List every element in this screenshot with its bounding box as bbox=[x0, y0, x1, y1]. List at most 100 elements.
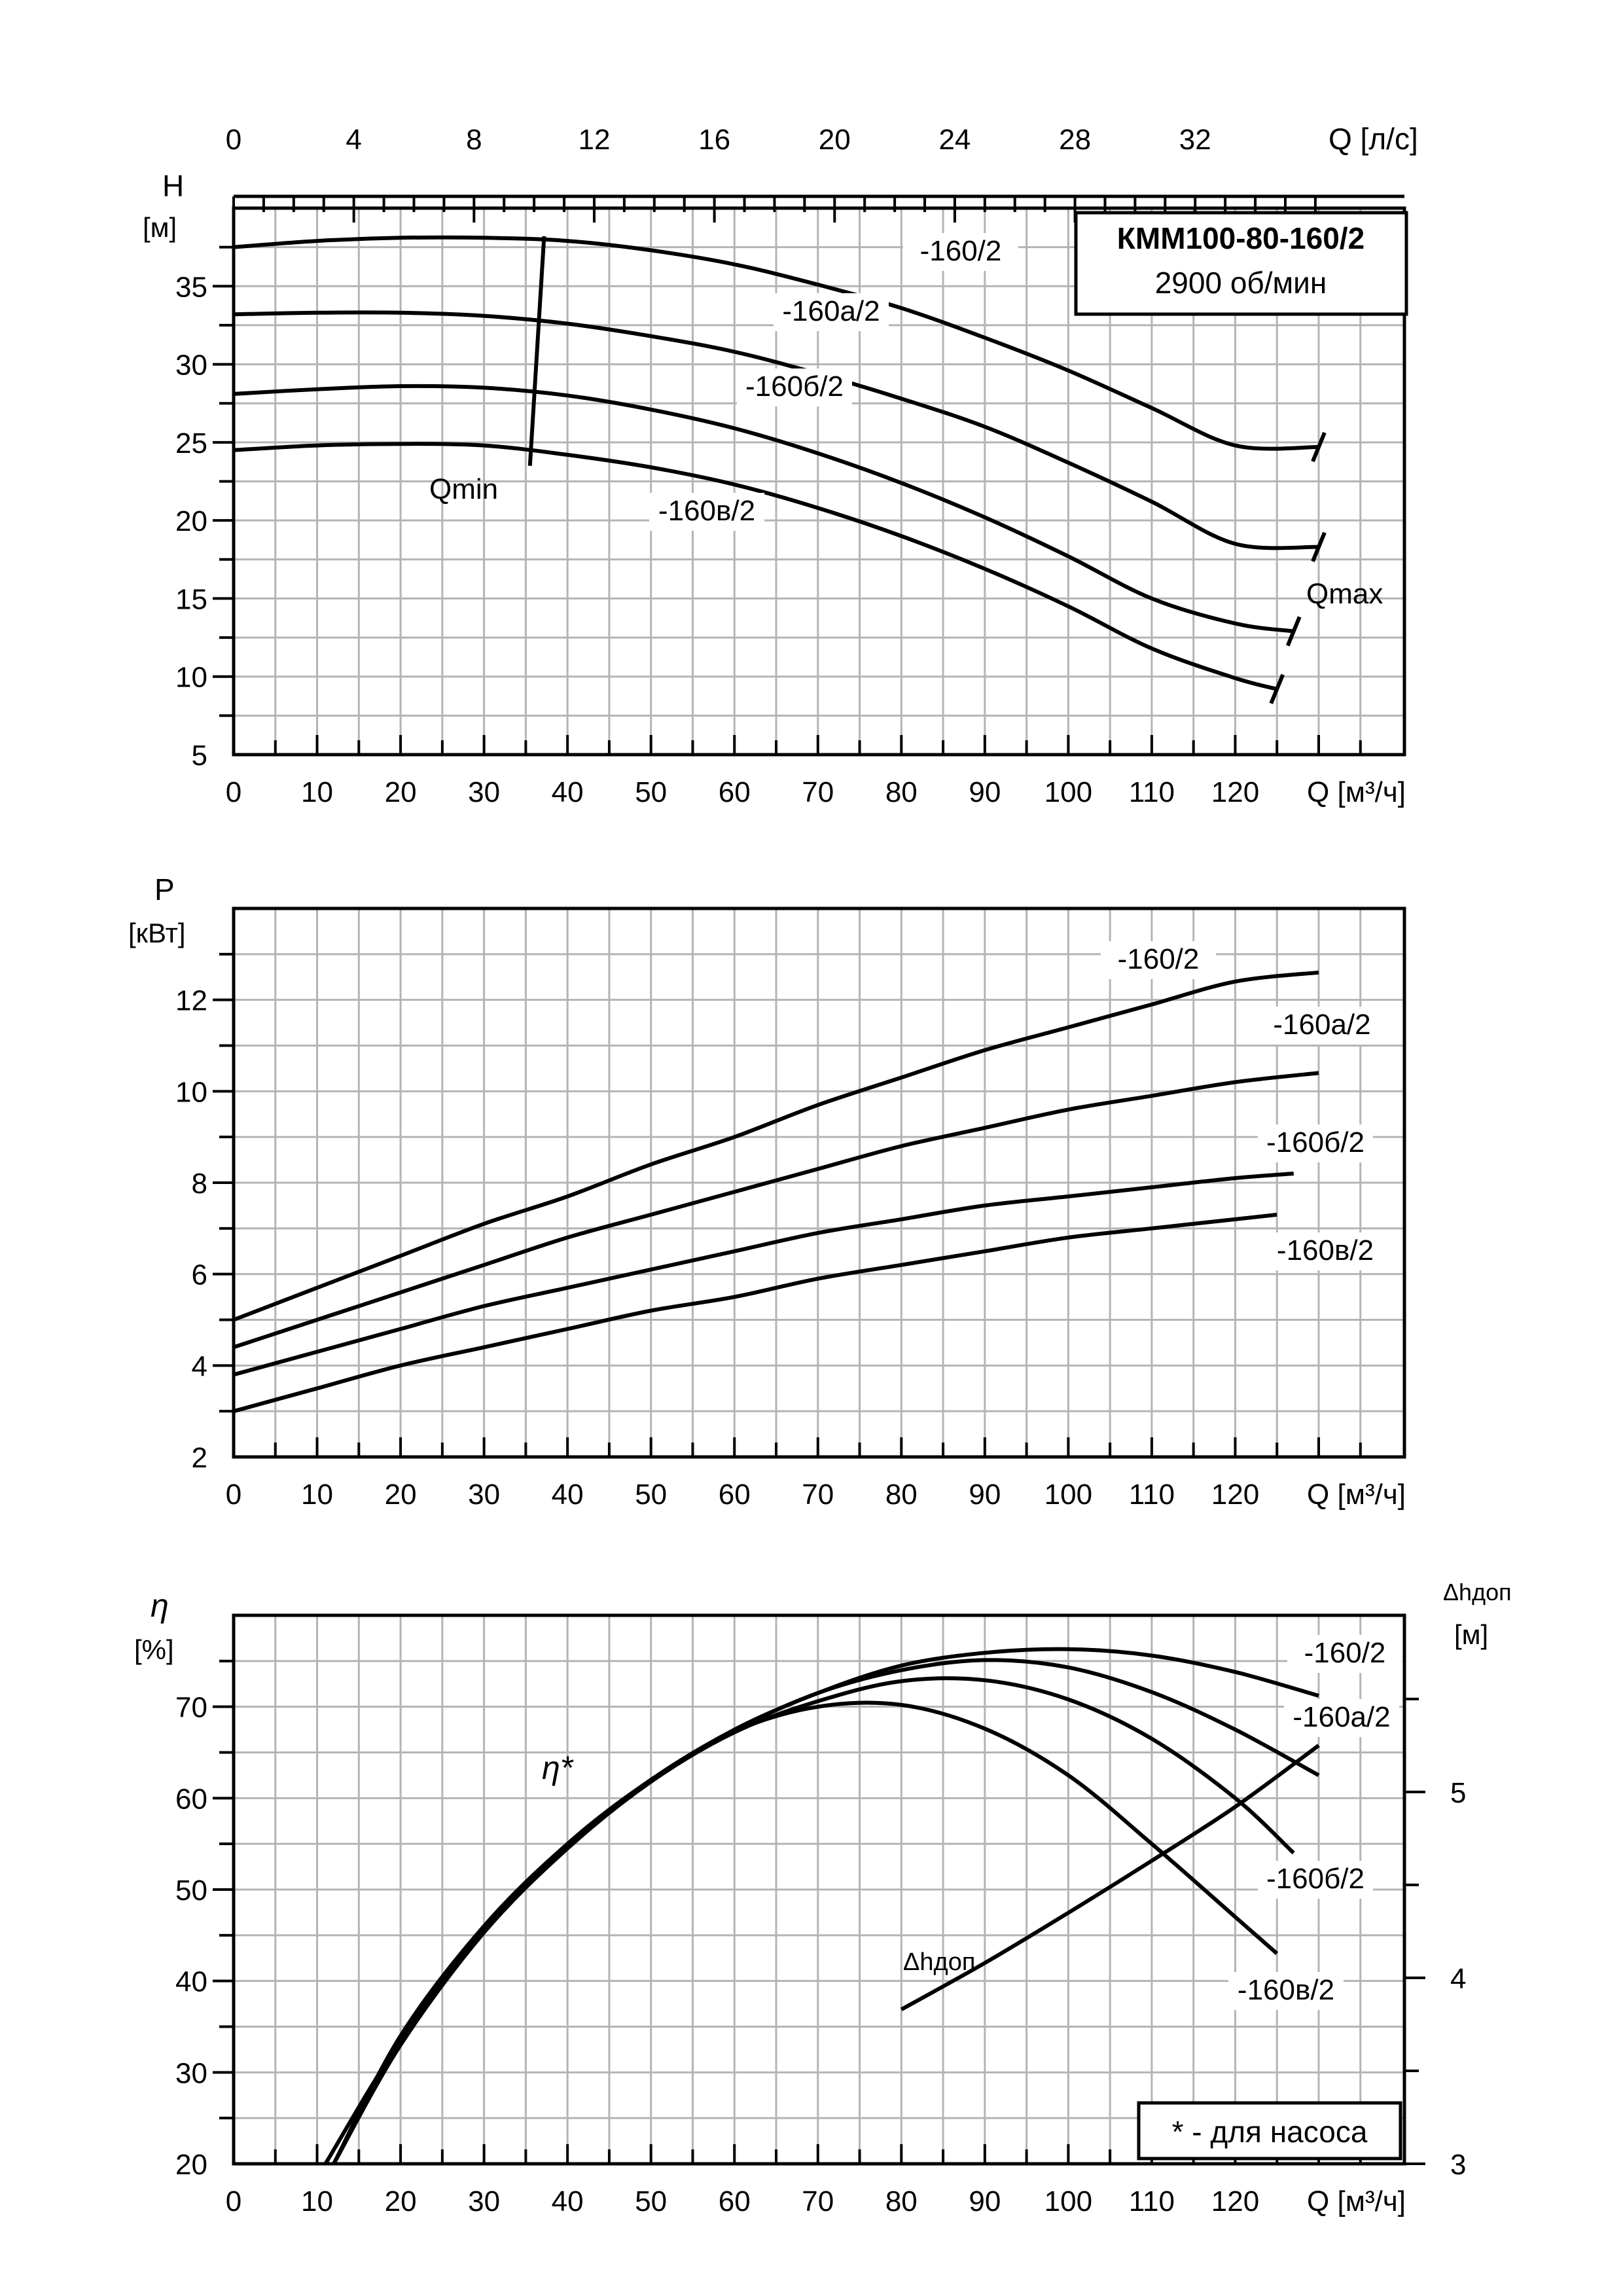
series-label-bg bbox=[1228, 1972, 1344, 2010]
series-label: -160б/2 bbox=[1266, 1126, 1364, 1158]
head-axis-unit: [м] bbox=[143, 212, 177, 243]
x-tick-label: 40 bbox=[552, 776, 584, 808]
curve-160в-2 bbox=[323, 1700, 1279, 2165]
x-tick-label: 80 bbox=[885, 776, 918, 808]
curve-160б-2 bbox=[233, 384, 1294, 634]
curve-160а-2 bbox=[233, 310, 1319, 550]
power-axis-title: P bbox=[154, 872, 175, 906]
power-chart: 0 10 20 30 40 50 60 70 80 90 100 110 120 Q [м³/ч] 2 4 6 8… bbox=[128, 872, 1406, 1511]
x-tick-label: 90 bbox=[969, 1479, 1001, 1511]
npsh-axis-title: Δhдоп bbox=[1443, 1579, 1512, 1605]
top-axis-tick-label: 20 bbox=[819, 124, 851, 156]
series-label: -160а/2 bbox=[1293, 1701, 1390, 1733]
x-tick-label: 70 bbox=[802, 2185, 834, 2217]
y2-tick-label: 5 bbox=[1450, 1777, 1466, 1809]
x-tick-label: 120 bbox=[1211, 1479, 1259, 1511]
x-tick-label: 90 bbox=[969, 2185, 1001, 2217]
head-chart-frame bbox=[232, 206, 1406, 757]
efficiency-chart: 0 10 20 30 40 50 60 70 80 90 100 110 120 Q [м³/ч] 20 30… bbox=[134, 1579, 1512, 2217]
qmax-marker bbox=[1311, 531, 1327, 562]
eff-axis-unit: [%] bbox=[134, 1634, 174, 1665]
y-tick-label: 4 bbox=[192, 1350, 207, 1382]
x-tick-label: 0 bbox=[226, 2185, 241, 2217]
y-tick-label: 70 bbox=[175, 1692, 207, 1724]
top-axis-tick-label: 12 bbox=[578, 124, 610, 156]
x-tick-label: 30 bbox=[468, 776, 500, 808]
series-label-bg bbox=[1258, 1124, 1373, 1162]
power-chart-frame bbox=[232, 906, 1406, 1459]
x-tick-label: 50 bbox=[635, 1479, 667, 1511]
y-tick-label: 20 bbox=[175, 505, 207, 537]
y-tick-label: 20 bbox=[175, 2149, 207, 2181]
qmax-label: Qmax bbox=[1306, 578, 1383, 610]
x-tick-label: 80 bbox=[885, 2185, 918, 2217]
x-tick-label: 70 bbox=[802, 1479, 834, 1511]
x-tick-label: 20 bbox=[385, 2185, 417, 2217]
top-axis-tick-label: 8 bbox=[466, 124, 482, 156]
series-label-bg bbox=[1264, 1007, 1380, 1045]
series-label: -160б/2 bbox=[1266, 1863, 1364, 1895]
series-label: -160/2 bbox=[1304, 1637, 1386, 1669]
top-axis-tick-label: 4 bbox=[346, 124, 361, 156]
y-tick-label: 15 bbox=[175, 583, 207, 615]
series-label: -160/2 bbox=[1118, 943, 1200, 975]
series-label: -160/2 bbox=[920, 235, 1002, 267]
x-tick-label: 10 bbox=[301, 776, 333, 808]
x-tick-label: 120 bbox=[1211, 776, 1259, 808]
x-tick-label: 50 bbox=[635, 2185, 667, 2217]
y2-tick-label: 3 bbox=[1450, 2149, 1466, 2181]
x-tick-label: 20 bbox=[385, 1479, 417, 1511]
y-tick-label: 40 bbox=[175, 1966, 207, 1998]
curve-npsh bbox=[900, 1744, 1320, 2011]
x-tick-label: 80 bbox=[885, 1479, 918, 1511]
x-axis-label: Q [м³/ч] bbox=[1307, 1479, 1406, 1511]
x-tick-label: 10 bbox=[301, 2185, 333, 2217]
qmin-line bbox=[527, 236, 546, 466]
x-tick-label: 60 bbox=[719, 776, 751, 808]
curve-160-2 bbox=[233, 235, 1319, 451]
x-tick-label: 40 bbox=[552, 1479, 584, 1511]
curve-160а-2 bbox=[233, 1071, 1319, 1350]
head-chart: 0 10 20 30 40 50 60 70 80 90 100 110 120 Q [м³/ч]5101… bbox=[143, 122, 1418, 808]
series-label-bg bbox=[1258, 1861, 1373, 1899]
y2-tick-label: 4 bbox=[1450, 1963, 1466, 1995]
qmax-marker bbox=[1285, 616, 1302, 647]
x-tick-label: 0 bbox=[226, 776, 241, 808]
x-tick-label: 0 bbox=[226, 1479, 241, 1511]
top-axis-tick-label: 24 bbox=[938, 124, 971, 156]
y-tick-label: 50 bbox=[175, 1874, 207, 1907]
x-tick-label: 30 bbox=[468, 2185, 500, 2217]
model-title-box bbox=[1074, 211, 1408, 316]
y-tick-label: 35 bbox=[175, 271, 207, 303]
y-tick-label: 6 bbox=[192, 1259, 207, 1291]
curve-160в-2 bbox=[233, 1212, 1277, 1414]
y-tick-label: 12 bbox=[175, 985, 207, 1017]
series-label: -160б/2 bbox=[745, 370, 844, 403]
note-box bbox=[1137, 2101, 1402, 2161]
x-tick-label: 60 bbox=[719, 1479, 751, 1511]
npsh-axis-unit: [м] bbox=[1454, 1619, 1488, 1650]
qmax-marker bbox=[1269, 673, 1285, 704]
top-axis-tick-label: 16 bbox=[698, 124, 730, 156]
x-tick-label: 40 bbox=[552, 2185, 584, 2217]
series-label-bg bbox=[737, 368, 852, 406]
series-label: -160в/2 bbox=[1238, 1974, 1334, 2006]
top-axis-tick-label: 32 bbox=[1179, 124, 1211, 156]
series-label: -160а/2 bbox=[782, 295, 880, 327]
x-tick-label: 100 bbox=[1044, 776, 1092, 808]
series-label-bg bbox=[1268, 1232, 1383, 1270]
curve-160-2 bbox=[232, 970, 1319, 1322]
power-axis-unit: [кВт] bbox=[128, 918, 186, 948]
curve-160в-2 bbox=[233, 442, 1277, 691]
series-label: -160в/2 bbox=[658, 495, 755, 527]
x-tick-label: 110 bbox=[1129, 2185, 1175, 2217]
y-tick-label: 30 bbox=[175, 2057, 207, 2089]
y-tick-label: 10 bbox=[175, 1076, 207, 1108]
series-label-bg bbox=[903, 233, 1018, 271]
x-tick-label: 60 bbox=[719, 2185, 751, 2217]
y-tick-label: 8 bbox=[192, 1168, 207, 1200]
speed-label: 2900 об/мин bbox=[1155, 266, 1327, 300]
y-tick-label: 5 bbox=[192, 740, 207, 772]
